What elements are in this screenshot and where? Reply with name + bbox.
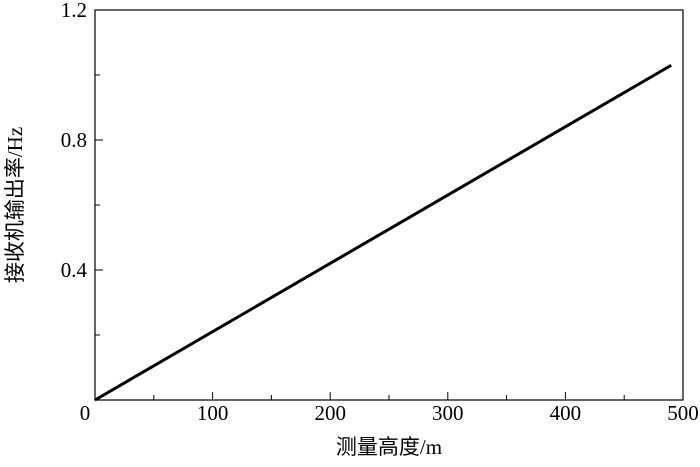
y-tick-label: 0.8 (61, 128, 87, 152)
x-tick-label: 0 (80, 401, 91, 425)
y-tick-label: 1.2 (61, 0, 87, 22)
x-tick-label: 500 (667, 401, 699, 425)
x-tick-label: 300 (432, 401, 464, 425)
y-axis-label: 接收机输出率/Hz (3, 127, 27, 283)
x-tick-label: 400 (550, 401, 582, 425)
data-line (94, 63, 672, 402)
plot-frame (94, 9, 684, 401)
y-tick-label: 0.4 (61, 258, 88, 282)
x-tick-label: 200 (314, 401, 346, 425)
x-axis-label: 测量高度/m (336, 435, 442, 459)
x-tick-label: 100 (197, 401, 229, 425)
